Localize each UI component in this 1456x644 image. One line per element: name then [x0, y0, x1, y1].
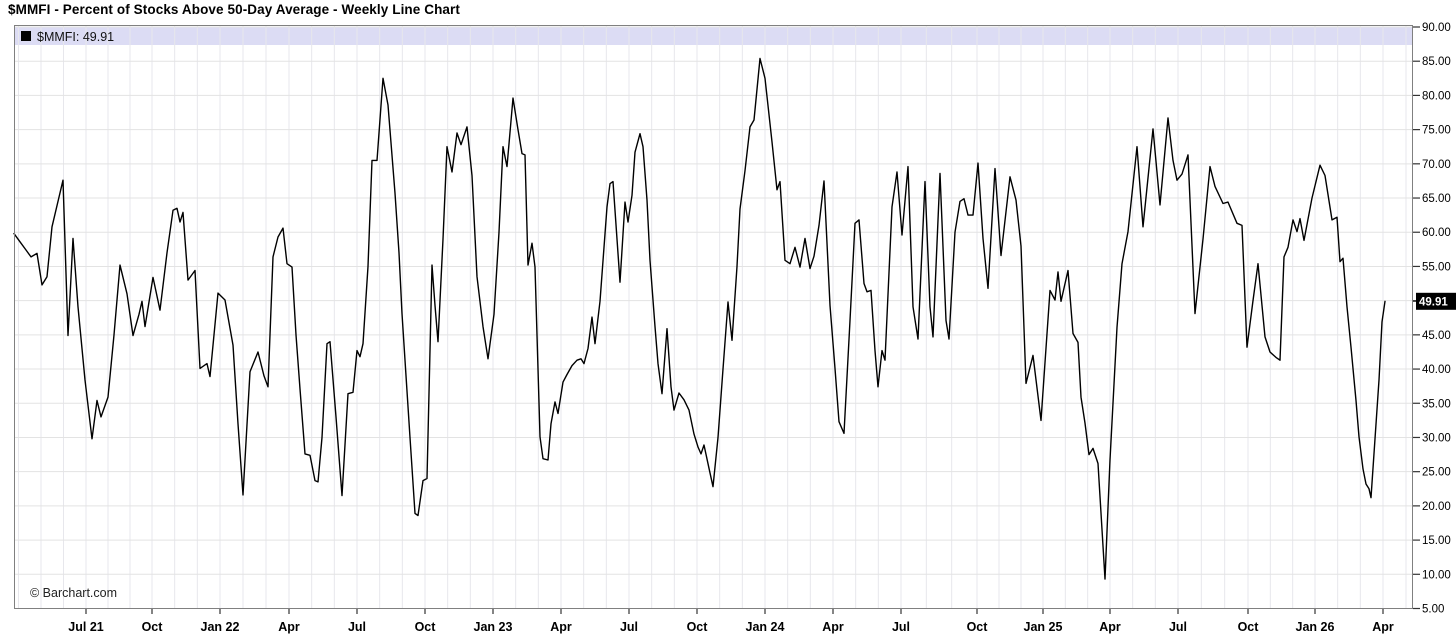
y-axis-label: 35.00: [1422, 398, 1451, 410]
x-axis-label: Oct: [415, 620, 437, 634]
price-line[interactable]: [13, 57, 1386, 580]
y-axis-label: 10.00: [1422, 569, 1451, 581]
y-axis-label: 15.00: [1422, 535, 1451, 547]
current-value-tag: 49.91: [1416, 292, 1456, 310]
y-axis-label: 30.00: [1422, 432, 1451, 444]
y-axis-label: 55.00: [1422, 261, 1451, 273]
y-axis-label: 20.00: [1422, 501, 1451, 513]
x-axis-label: Apr: [278, 620, 300, 634]
x-axis-label: Apr: [822, 620, 844, 634]
x-axis-label: Jan 26: [1296, 620, 1335, 634]
x-axis-label: Jan 22: [201, 620, 240, 634]
x-axis-label: Apr: [550, 620, 572, 634]
x-axis-label: Jul: [1169, 620, 1187, 634]
x-axis-label: Jul: [892, 620, 910, 634]
y-axis-label: 40.00: [1422, 364, 1451, 376]
x-axis-label: Oct: [687, 620, 709, 634]
plot-border: [14, 25, 1413, 609]
y-axis-label: 45.00: [1422, 330, 1451, 342]
y-axis-label: 5.00: [1422, 604, 1444, 616]
x-axis-label: Jul: [348, 620, 366, 634]
y-axis-label: 80.00: [1422, 90, 1451, 102]
plot-area[interactable]: [14, 25, 1413, 609]
y-axis-label: 70.00: [1422, 159, 1451, 171]
y-axis-label: 25.00: [1422, 467, 1451, 479]
legend-bar: [14, 27, 1412, 45]
x-axis-label: Jan 25: [1024, 620, 1063, 634]
x-axis-label: Jan 24: [746, 620, 785, 634]
x-axis-label: Apr: [1099, 620, 1121, 634]
x-axis-label: Oct: [142, 620, 164, 634]
y-axis-label: 60.00: [1422, 227, 1451, 239]
legend-series-swatch-icon: [21, 31, 31, 41]
y-axis-label: 85.00: [1422, 56, 1451, 68]
x-axis-label: Jul 21: [68, 620, 103, 634]
x-axis-label: Oct: [967, 620, 989, 634]
chart-title: $MMFI - Percent of Stocks Above 50-Day A…: [8, 2, 460, 17]
legend-label: $MMFI: 49.91: [37, 30, 114, 44]
y-axis-label: 65.00: [1422, 193, 1451, 205]
x-axis-label: Oct: [1238, 620, 1260, 634]
current-value-label: 49.91: [1419, 296, 1448, 308]
y-axis-label: 90.00: [1422, 22, 1451, 34]
x-axis-label: Apr: [1372, 620, 1394, 634]
x-axis-label: Jul: [620, 620, 638, 634]
x-axis-label: Jan 23: [474, 620, 513, 634]
y-axis-label: 75.00: [1422, 125, 1451, 137]
copyright-watermark: © Barchart.com: [30, 586, 117, 600]
